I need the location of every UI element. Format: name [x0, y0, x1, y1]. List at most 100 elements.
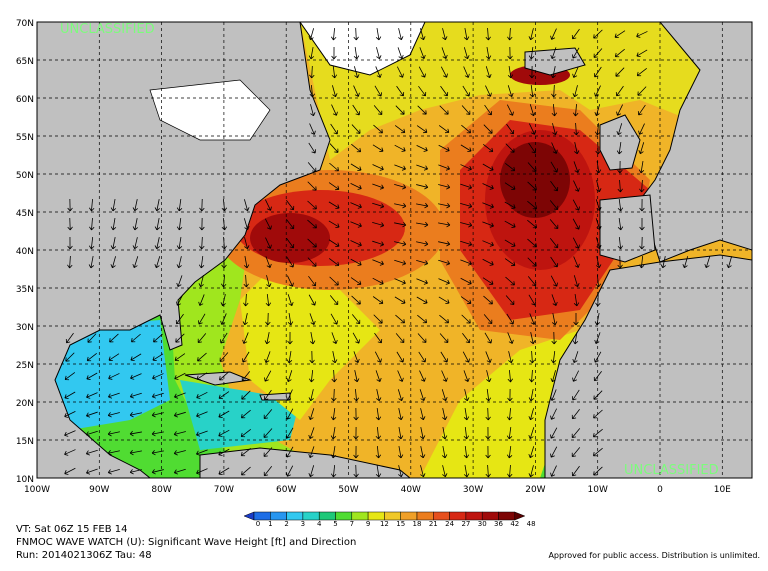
direction-arrow	[438, 296, 450, 305]
direction-arrow	[287, 313, 294, 326]
direction-arrow	[571, 408, 580, 420]
direction-arrow	[572, 199, 580, 211]
direction-arrow	[87, 333, 97, 343]
direction-arrow	[486, 370, 492, 383]
colorbar-segment	[286, 511, 304, 521]
direction-arrow	[551, 84, 557, 98]
direction-arrow	[154, 199, 161, 212]
direction-arrow	[110, 256, 116, 269]
direction-arrow	[154, 218, 161, 231]
direction-arrow	[308, 294, 316, 306]
direction-arrow	[551, 294, 558, 306]
colorbar-label: 2	[284, 520, 288, 528]
ocean-band	[240, 260, 380, 420]
direction-arrow	[218, 448, 230, 456]
direction-arrow	[463, 66, 470, 78]
direction-arrow	[505, 295, 515, 305]
direction-arrow	[395, 333, 405, 343]
direction-arrow	[67, 236, 73, 250]
direction-arrow	[419, 427, 426, 440]
direction-arrow	[196, 468, 208, 475]
direction-arrow	[529, 104, 536, 117]
direction-arrow	[594, 351, 602, 363]
direction-arrow	[507, 27, 513, 41]
direction-arrow	[375, 445, 382, 459]
direction-arrow	[265, 256, 272, 268]
direction-arrow	[461, 105, 471, 115]
lon-label: 20W	[525, 485, 545, 495]
direction-arrow	[529, 313, 536, 325]
sea-ice	[149, 79, 271, 141]
direction-arrow	[637, 86, 647, 96]
direction-arrow	[550, 427, 558, 439]
lon-label: 70W	[214, 485, 234, 495]
direction-arrow	[64, 467, 76, 475]
colorbar-segment	[449, 511, 467, 521]
direction-arrow	[460, 296, 472, 305]
lat-label: 15N	[16, 437, 34, 447]
direction-arrow	[151, 392, 164, 399]
direction-arrow	[375, 28, 382, 41]
direction-arrow	[199, 236, 205, 250]
direction-arrow	[394, 164, 406, 171]
direction-arrow	[198, 294, 205, 306]
direction-arrow	[196, 372, 208, 381]
direction-arrow	[504, 220, 516, 228]
direction-arrow	[372, 183, 384, 190]
direction-arrow	[438, 125, 450, 134]
direction-arrow	[263, 447, 273, 457]
direction-arrow	[331, 332, 338, 344]
direction-arrow	[638, 255, 645, 269]
direction-arrow	[89, 217, 95, 231]
colorbar-label: 24	[445, 520, 454, 528]
direction-arrow	[264, 218, 272, 230]
direction-arrow	[353, 445, 359, 459]
direction-arrow	[307, 257, 317, 267]
direction-arrow	[151, 469, 164, 475]
map-area	[37, 22, 752, 478]
direction-arrow	[505, 143, 515, 153]
direction-arrow	[504, 182, 516, 191]
direction-arrow	[572, 66, 579, 78]
lon-label: 100W	[24, 485, 50, 495]
direction-arrow	[264, 332, 271, 345]
direction-arrow	[154, 256, 161, 269]
direction-arrow	[287, 275, 294, 287]
lon-label: 50W	[338, 485, 358, 495]
direction-arrow	[550, 66, 556, 79]
direction-arrow	[463, 445, 470, 459]
direction-arrow	[395, 105, 405, 115]
direction-arrow	[265, 293, 272, 307]
direction-arrow	[440, 85, 449, 97]
direction-arrow	[417, 105, 427, 115]
direction-arrow	[638, 142, 645, 155]
direction-arrow	[572, 370, 580, 382]
direction-arrow	[442, 28, 448, 41]
direction-arrow	[374, 332, 383, 344]
direction-arrow	[419, 389, 426, 402]
colorbar-segment	[367, 511, 385, 521]
colorbar-segment	[416, 511, 434, 521]
direction-arrow	[507, 85, 514, 98]
direction-arrow	[64, 411, 76, 418]
direction-arrow	[394, 296, 406, 305]
direction-arrow	[529, 350, 535, 364]
direction-arrow	[464, 389, 470, 402]
product-title: FNMOC WAVE WATCH (U): Significant Wave H…	[16, 537, 356, 548]
direction-arrow	[460, 259, 472, 266]
land	[299, 22, 426, 76]
direction-arrow	[243, 274, 249, 288]
direction-arrow	[508, 351, 514, 364]
direction-arrow	[286, 465, 294, 477]
direction-arrow	[86, 352, 97, 362]
direction-arrow	[85, 449, 98, 456]
direction-arrow	[352, 332, 360, 344]
direction-arrow	[198, 255, 205, 269]
direction-arrow	[329, 295, 339, 306]
lat-label: 25N	[16, 361, 34, 371]
direction-arrow	[463, 426, 470, 440]
direction-arrow	[86, 468, 98, 475]
direction-arrow	[132, 199, 138, 212]
direction-arrow	[463, 370, 470, 382]
release-note: Approved for public access. Distribution…	[548, 551, 760, 560]
